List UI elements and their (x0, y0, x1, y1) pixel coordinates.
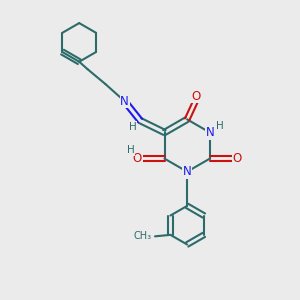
Text: H: H (128, 122, 136, 131)
Text: CH₃: CH₃ (134, 231, 152, 241)
Text: N: N (120, 95, 129, 108)
Text: N: N (183, 165, 191, 178)
Text: N: N (206, 126, 214, 139)
Text: H: H (127, 145, 135, 155)
Text: H: H (216, 121, 224, 131)
Text: O: O (191, 90, 201, 103)
Text: O: O (232, 152, 242, 165)
Text: O: O (133, 152, 142, 165)
